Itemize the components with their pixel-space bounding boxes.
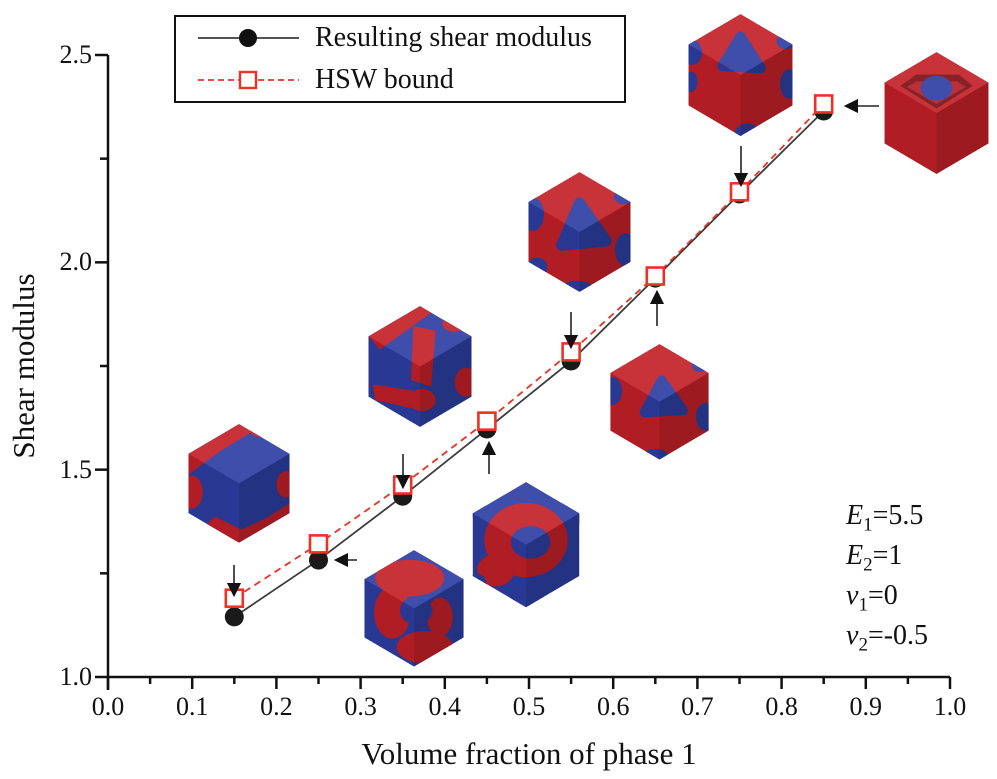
microstructure-inset-3 [368, 306, 472, 427]
data-point-circle [224, 607, 244, 627]
x-axis-title: Volume fraction of phase 1 [361, 736, 697, 771]
data-point-square [729, 182, 750, 202]
x-tick-label: 1.0 [933, 692, 967, 721]
resulting-shear-modulus-line [233, 110, 825, 618]
microstructure-inset-1 [188, 424, 290, 543]
legend: Resulting shear modulus HSW bound [174, 15, 626, 103]
data-point-square [813, 94, 834, 114]
x-tick-label: 0.4 [428, 692, 462, 721]
y-tick-label: 2.0 [59, 247, 93, 277]
annotation-v1: v1=0 [846, 580, 898, 616]
annotation-e2: E2=1 [846, 540, 903, 576]
data-point-square [477, 411, 497, 431]
x-tick-label: 0.7 [681, 692, 714, 721]
x-tick-label: 0.8 [765, 692, 798, 721]
open-square-marker-icon [198, 70, 299, 90]
annotation-arrows [226, 98, 879, 598]
legend-entry-hsw-bound: HSW bound [176, 59, 624, 101]
x-tick-label: 0.3 [344, 692, 377, 721]
x-tick-label: 0.0 [91, 692, 125, 721]
x-tick-label: 0.6 [596, 692, 630, 721]
microstructure-inset-8 [884, 52, 989, 175]
filled-circle-marker-icon [198, 29, 299, 47]
data-series [224, 94, 834, 627]
y-tick-label: 1.0 [59, 662, 93, 691]
microstructure-inset-6 [610, 344, 709, 460]
microstructure-inset-7 [688, 14, 793, 137]
microstructure-inset-2 [364, 550, 464, 667]
data-point-square [645, 266, 666, 286]
hsw-bound-line [233, 103, 825, 599]
axes [95, 53, 952, 690]
data-point-square [308, 534, 329, 554]
x-tick-label: 0.9 [849, 692, 883, 721]
annotation-v2: v2=-0.5 [846, 620, 929, 656]
x-tick-label: 0.1 [175, 692, 209, 721]
x-tick-label: 0.5 [512, 692, 546, 721]
x-tick-label: 0.2 [260, 692, 293, 721]
microstructure-inset-5 [528, 172, 631, 292]
microstructure-inset-4 [472, 482, 580, 608]
legend-label: HSW bound [315, 64, 454, 95]
y-axis-title: Shear modulus [6, 273, 41, 459]
legend-label: Resulting shear modulus [315, 22, 592, 53]
data-point-circle [309, 550, 328, 570]
legend-entry-resulting-shear-modulus: Resulting shear modulus [176, 17, 624, 59]
parameter-annotations: E1=5.5 E2=1 v1=0 v2=-0.5 [846, 496, 928, 656]
y-tick-label: 1.5 [59, 454, 93, 484]
y-tick-label: 2.5 [59, 40, 93, 69]
annotation-e1: E1=5.5 [846, 500, 924, 536]
